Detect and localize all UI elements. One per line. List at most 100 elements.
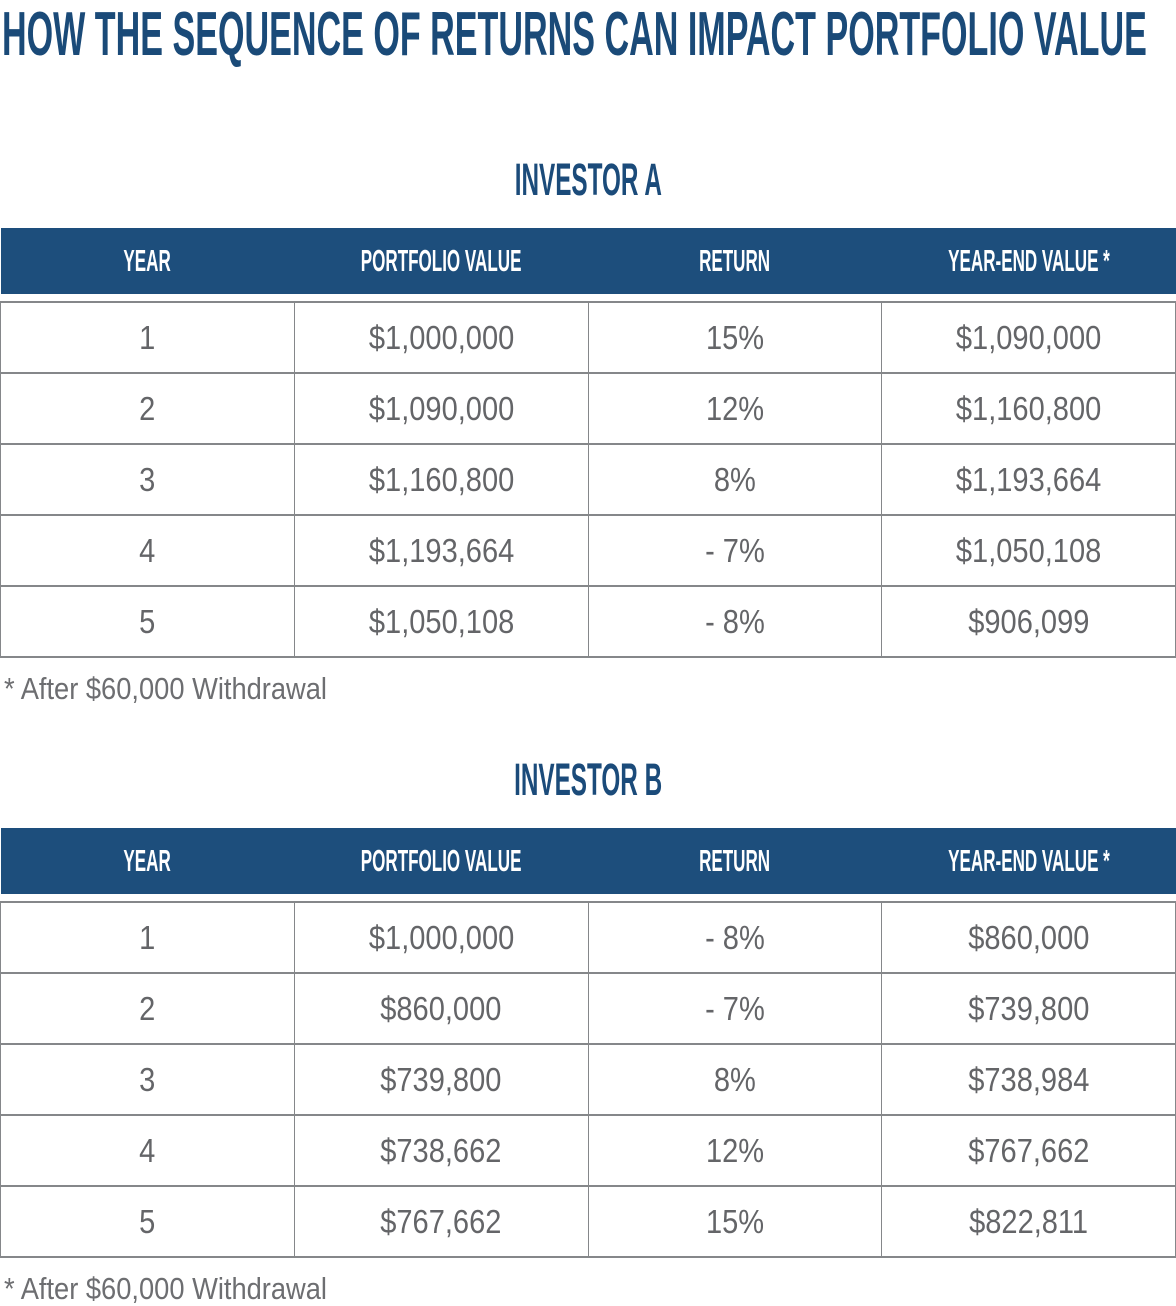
table-cell-value: 2 xyxy=(139,989,156,1027)
table-cell-value: $767,662 xyxy=(968,1131,1090,1169)
table-cell-value: 15% xyxy=(705,1202,764,1240)
table-cell: 3 xyxy=(0,1043,295,1116)
table-cell: 2 xyxy=(0,972,295,1045)
table-cell-value: 3 xyxy=(139,1060,156,1098)
table-cell: $1,090,000 xyxy=(881,301,1176,374)
table-cell: $860,000 xyxy=(881,901,1176,974)
table-cell: $1,090,000 xyxy=(293,372,589,445)
investor-a-footnote: * After $60,000 Withdrawal xyxy=(4,672,1176,706)
table-cell-value: $739,800 xyxy=(380,1060,502,1098)
table-cell: $767,662 xyxy=(293,1185,589,1258)
investor-b-section: INVESTOR B YEAR PORTFOLIO VALUE RETURN YEAR… xyxy=(0,754,1176,1306)
table-cell: $738,662 xyxy=(293,1114,589,1187)
table-cell-value: $860,000 xyxy=(380,989,502,1027)
investor-b-footnote: * After $60,000 Withdrawal xyxy=(4,1272,1176,1306)
table-cell: 5 xyxy=(0,585,295,658)
table-row: 1 $1,000,000 - 8% $860,000 xyxy=(0,901,1176,974)
investor-b-table: YEAR PORTFOLIO VALUE RETURN YEAR-END VALUE … xyxy=(0,828,1176,1258)
table-cell: 4 xyxy=(0,514,295,587)
table-cell-value: 2 xyxy=(139,389,156,427)
table-cell: $767,662 xyxy=(881,1114,1176,1187)
table-cell-value: $767,662 xyxy=(380,1202,502,1240)
table-cell: 1 xyxy=(0,901,295,974)
footnote-text: * After $60,000 Withdrawal xyxy=(4,671,328,706)
table-cell: $1,000,000 xyxy=(293,901,589,974)
column-header: RETURN xyxy=(588,828,882,894)
table-cell: $1,193,664 xyxy=(881,443,1176,516)
investor-b-heading: INVESTOR B xyxy=(0,754,1176,805)
table-cell-value: $860,000 xyxy=(968,918,1090,956)
column-header: PORTFOLIO VALUE xyxy=(294,828,588,894)
table-cell: - 8% xyxy=(587,901,883,974)
column-header-text: YEAR-END VALUE * xyxy=(947,843,1110,878)
page-title-text: HOW THE SEQUENCE OF RETURNS CAN IMPACT P… xyxy=(2,0,1147,69)
column-header-text: RETURN xyxy=(699,843,771,878)
table-row: 2 $860,000 - 7% $739,800 xyxy=(0,972,1176,1045)
table-cell: 2 xyxy=(0,372,295,445)
table-cell-value: $1,160,800 xyxy=(368,460,514,498)
table-cell-value: 5 xyxy=(139,602,156,640)
table-cell-value: 8% xyxy=(713,1060,756,1098)
footnote-text: * After $60,000 Withdrawal xyxy=(4,1271,328,1306)
table-cell: 12% xyxy=(587,372,883,445)
table-cell-value: 15% xyxy=(705,318,764,356)
table-cell-value: - 8% xyxy=(705,918,765,956)
investor-b-heading-text: INVESTOR B xyxy=(513,754,663,805)
table-cell: $739,800 xyxy=(293,1043,589,1116)
table-cell: - 7% xyxy=(587,972,883,1045)
table-cell: $1,050,108 xyxy=(881,514,1176,587)
investor-a-table: YEAR PORTFOLIO VALUE RETURN YEAR-END VALUE … xyxy=(0,228,1176,658)
table-cell-value: 4 xyxy=(139,531,156,569)
page-title: HOW THE SEQUENCE OF RETURNS CAN IMPACT P… xyxy=(2,0,1176,69)
table-cell: 15% xyxy=(587,301,883,374)
table-cell-value: $1,090,000 xyxy=(955,318,1102,356)
investor-a-heading-text: INVESTOR A xyxy=(514,154,662,205)
table-cell-value: 12% xyxy=(705,1131,764,1169)
table-cell-value: 5 xyxy=(139,1202,156,1240)
column-header-text: YEAR-END VALUE * xyxy=(947,243,1110,278)
investor-a-heading: INVESTOR A xyxy=(0,154,1176,205)
table-cell: 12% xyxy=(587,1114,883,1187)
table-cell: 8% xyxy=(587,443,883,516)
table-cell: $738,984 xyxy=(881,1043,1176,1116)
table-cell: 4 xyxy=(0,1114,295,1187)
table-header-row: YEAR PORTFOLIO VALUE RETURN YEAR-END VALUE … xyxy=(0,828,1176,894)
table-row: 4 $738,662 12% $767,662 xyxy=(0,1114,1176,1187)
column-header-text: PORTFOLIO VALUE xyxy=(360,243,522,278)
table-cell: 5 xyxy=(0,1185,295,1258)
table-cell: 15% xyxy=(587,1185,883,1258)
table-row: 1 $1,000,000 15% $1,090,000 xyxy=(0,301,1176,374)
table-row: 2 $1,090,000 12% $1,160,800 xyxy=(0,372,1176,445)
table-cell: 1 xyxy=(0,301,295,374)
table-cell-value: $1,000,000 xyxy=(368,318,514,356)
column-header-text: YEAR xyxy=(123,243,172,278)
table-cell: $1,000,000 xyxy=(293,301,589,374)
table-row: 3 $739,800 8% $738,984 xyxy=(0,1043,1176,1116)
header-body-gap xyxy=(0,894,1176,902)
column-header: RETURN xyxy=(588,228,882,294)
column-header-text: YEAR xyxy=(123,843,172,878)
table-cell: - 7% xyxy=(587,514,883,587)
table-cell-value: $1,050,108 xyxy=(368,602,514,640)
table-row: 4 $1,193,664 - 7% $1,050,108 xyxy=(0,514,1176,587)
table-cell-value: 4 xyxy=(139,1131,156,1169)
table-row: 5 $767,662 15% $822,811 xyxy=(0,1185,1176,1258)
table-row: 3 $1,160,800 8% $1,193,664 xyxy=(0,443,1176,516)
table-cell-value: $1,090,000 xyxy=(368,389,514,427)
table-cell-value: $1,050,108 xyxy=(955,531,1102,569)
table-cell-value: - 7% xyxy=(705,531,765,569)
table-cell-value: $1,160,800 xyxy=(955,389,1102,427)
table-header-row: YEAR PORTFOLIO VALUE RETURN YEAR-END VALUE … xyxy=(0,228,1176,294)
table-cell-value: 12% xyxy=(705,389,764,427)
column-header: YEAR xyxy=(0,228,295,294)
table-cell-value: $1,193,664 xyxy=(368,531,514,569)
table-cell-value: $739,800 xyxy=(968,989,1090,1027)
table-cell: $739,800 xyxy=(881,972,1176,1045)
table-cell: $906,099 xyxy=(881,585,1176,658)
column-header: PORTFOLIO VALUE xyxy=(294,228,588,294)
table-cell: $1,160,800 xyxy=(881,372,1176,445)
investor-a-section: INVESTOR A YEAR PORTFOLIO VALUE RETURN YEAR… xyxy=(0,154,1176,706)
column-header: YEAR-END VALUE * xyxy=(881,828,1176,894)
table-cell-value: 3 xyxy=(139,460,156,498)
table-cell-value: $906,099 xyxy=(968,602,1090,640)
